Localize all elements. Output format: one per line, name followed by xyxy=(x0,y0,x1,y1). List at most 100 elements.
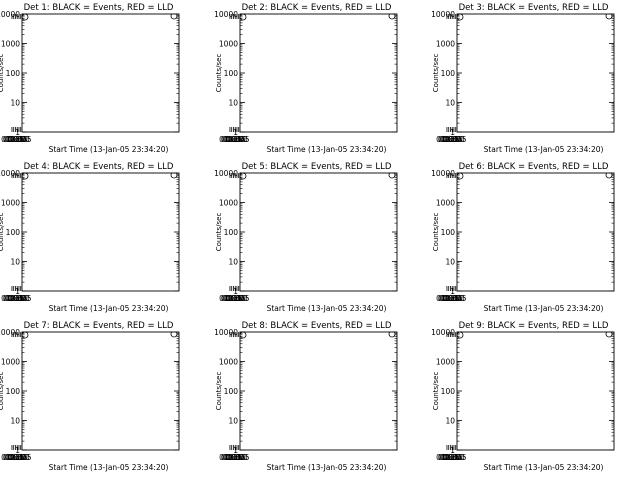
x-tick-label: 00:00 xyxy=(226,135,248,144)
x-tick-label: 00:15 xyxy=(441,135,463,144)
y-tick-label: 10000 xyxy=(431,169,455,178)
detector-panel-8: Det 8: BLACK = Events, RED = LLD Counts/s… xyxy=(214,321,398,472)
panel-data xyxy=(240,14,396,21)
panel-data xyxy=(22,173,178,180)
end-marker xyxy=(170,332,178,338)
x-tick-label: 00:15 xyxy=(441,453,463,462)
y-tick-label: 1 xyxy=(450,446,455,455)
y-tick-label: 1 xyxy=(15,128,20,137)
y-axis-label: Counts/sec xyxy=(0,372,5,411)
y-tick-label: 1000 xyxy=(219,358,238,367)
x-tick-label: 00:45 xyxy=(221,135,243,144)
start-marker xyxy=(240,332,247,339)
y-tick-label: 10000 xyxy=(214,169,238,178)
x-tick-label: 00:00 xyxy=(226,294,248,303)
x-tick-label: 00:00 xyxy=(443,135,465,144)
x-tick-label: 00:30 xyxy=(223,135,245,144)
plot-frame xyxy=(21,331,180,451)
x-tick-label: 01:00 xyxy=(219,135,241,144)
start-marker xyxy=(240,173,247,180)
plot-frame xyxy=(239,13,398,133)
y-tick-label: 1 xyxy=(233,446,238,455)
y-tick-label: 100 xyxy=(6,387,21,396)
x-tick-label: 00:30 xyxy=(440,453,462,462)
y-tick-label: 10000 xyxy=(0,169,20,178)
y-tick-label: 100 xyxy=(441,387,456,396)
y-tick-label: 10000 xyxy=(431,328,455,337)
x-axis-label: Start Time (13-Jan-05 23:34:20) xyxy=(484,463,604,472)
end-marker xyxy=(605,173,613,179)
y-axis-label: Counts/sec xyxy=(215,54,223,93)
plot-frame xyxy=(21,13,180,133)
detector-panel-7: Det 7: BLACK = Events, RED = LLD Counts/s… xyxy=(0,321,180,472)
x-axis-label: Start Time (13-Jan-05 23:34:20) xyxy=(49,463,169,472)
x-tick-label: 00:30 xyxy=(5,294,27,303)
y-tick-label: 1 xyxy=(233,287,238,296)
y-tick-label: 10 xyxy=(445,99,455,108)
y-tick-label: 100 xyxy=(441,228,456,237)
x-tick-label: 01:00 xyxy=(436,135,458,144)
x-tick-label: 00:45 xyxy=(438,294,460,303)
y-tick-label: 100 xyxy=(6,69,21,78)
y-tick-label: 1 xyxy=(15,287,20,296)
x-axis-label: Start Time (13-Jan-05 23:34:20) xyxy=(484,145,604,154)
x-tick-label: 01:00 xyxy=(1,453,23,462)
y-tick-label: 1 xyxy=(233,128,238,137)
detector-panel-2: Det 2: BLACK = Events, RED = LLD Counts/s… xyxy=(214,3,398,154)
y-tick-label: 10 xyxy=(10,99,20,108)
panel-data xyxy=(457,14,613,21)
plot-frame xyxy=(21,172,180,292)
x-tick-label: 00:15 xyxy=(6,453,28,462)
y-axis-label: Counts/sec xyxy=(215,372,223,411)
y-tick-label: 10 xyxy=(10,417,20,426)
y-tick-label: 10000 xyxy=(0,328,20,337)
y-tick-label: 10000 xyxy=(0,10,20,19)
end-marker xyxy=(170,14,178,20)
end-marker xyxy=(170,173,178,179)
x-tick-label: 00:15 xyxy=(6,135,28,144)
panel-data xyxy=(457,332,613,339)
x-tick-label: 00:15 xyxy=(224,453,246,462)
y-axis-label: Counts/sec xyxy=(0,54,5,93)
panel-title: Det 7: BLACK = Events, RED = LLD xyxy=(24,321,174,331)
y-tick-label: 1000 xyxy=(1,40,20,49)
x-tick-label: 00:45 xyxy=(3,453,25,462)
x-tick-label: 00:30 xyxy=(223,294,245,303)
start-marker xyxy=(240,14,247,21)
plot-frame xyxy=(456,172,615,292)
y-tick-label: 10 xyxy=(445,258,455,267)
panel-title: Det 2: BLACK = Events, RED = LLD xyxy=(242,3,392,13)
y-tick-label: 1 xyxy=(450,128,455,137)
y-tick-label: 100 xyxy=(224,387,239,396)
y-axis-label: Counts/sec xyxy=(432,372,440,411)
end-marker xyxy=(388,14,396,20)
start-marker xyxy=(457,332,464,339)
y-tick-label: 10 xyxy=(228,417,238,426)
x-tick-label: 00:30 xyxy=(5,453,27,462)
x-tick-label: 00:45 xyxy=(3,294,25,303)
panel-data xyxy=(240,173,396,180)
x-tick-label: 01:00 xyxy=(219,294,241,303)
y-tick-label: 100 xyxy=(6,228,21,237)
x-tick-label: 23:45 xyxy=(10,294,32,303)
x-tick-label: 00:00 xyxy=(226,453,248,462)
x-tick-label: 00:45 xyxy=(3,135,25,144)
start-marker xyxy=(22,332,29,339)
start-marker xyxy=(457,173,464,180)
x-tick-label: 00:00 xyxy=(8,135,30,144)
x-axis-label: Start Time (13-Jan-05 23:34:20) xyxy=(484,304,604,313)
y-tick-label: 1 xyxy=(450,287,455,296)
x-tick-label: 00:45 xyxy=(221,294,243,303)
x-tick-label: 00:45 xyxy=(221,453,243,462)
panel-title: Det 6: BLACK = Events, RED = LLD xyxy=(459,162,609,172)
panel-title: Det 4: BLACK = Events, RED = LLD xyxy=(24,162,174,172)
x-tick-label: 00:30 xyxy=(440,135,462,144)
x-tick-label: 01:00 xyxy=(219,453,241,462)
y-tick-label: 1000 xyxy=(436,40,455,49)
x-tick-label: 00:00 xyxy=(443,294,465,303)
plot-frame xyxy=(239,172,398,292)
x-tick-label: 23:45 xyxy=(10,453,32,462)
start-marker xyxy=(22,173,29,180)
y-tick-label: 100 xyxy=(224,228,239,237)
y-tick-label: 10 xyxy=(10,258,20,267)
